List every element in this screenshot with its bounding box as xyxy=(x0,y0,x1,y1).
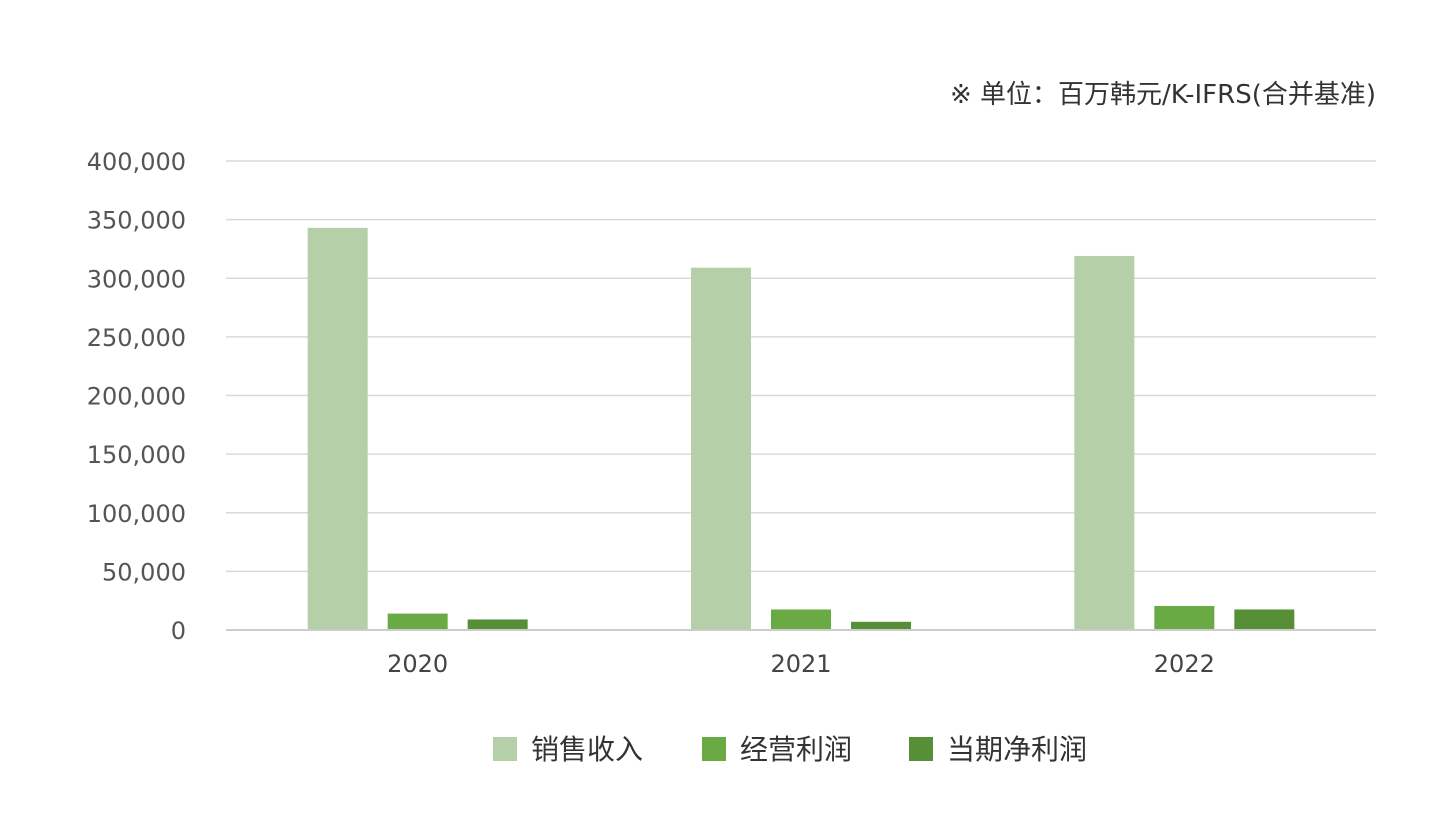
y-tick-label: 150,000 xyxy=(87,441,186,469)
legend-swatch xyxy=(493,737,517,761)
y-tick-label: 100,000 xyxy=(87,500,186,528)
y-tick-label: 50,000 xyxy=(102,558,186,586)
legend-label: 销售收入 xyxy=(531,733,643,766)
bar-2020-2 xyxy=(387,613,448,630)
bar-2020-3 xyxy=(467,619,528,630)
y-tick-label: 250,000 xyxy=(87,324,186,352)
legend-label: 经营利润 xyxy=(740,733,852,766)
y-tick-label: 300,000 xyxy=(87,265,186,293)
y-tick-label: 400,000 xyxy=(87,148,186,176)
y-tick-label: 350,000 xyxy=(87,207,186,235)
bar-2021-1 xyxy=(691,267,751,630)
y-axis-tick-labels: 0 50,000 100,000 150,000 200,000 250,000 300,0… xyxy=(87,148,186,645)
legend-swatch xyxy=(909,737,933,761)
bar-2020-1 xyxy=(307,227,368,630)
grid-lines xyxy=(226,160,1376,573)
x-tick-label: 2022 xyxy=(1154,650,1215,678)
bar-2022-1 xyxy=(1074,255,1135,630)
x-axis-tick-labels: 2020 2021 2022 xyxy=(387,650,1215,678)
legend: 销售收入 经营利润 当期净利润 xyxy=(493,733,1087,766)
bar-2022-3 xyxy=(1234,609,1295,630)
bar-2021-2 xyxy=(771,609,831,630)
legend-swatch xyxy=(702,737,726,761)
bar-2021-3 xyxy=(851,621,911,630)
bars xyxy=(307,227,1295,630)
x-tick-label: 2020 xyxy=(387,650,448,678)
y-tick-label: 0 xyxy=(171,617,186,645)
legend-label: 当期净利润 xyxy=(947,733,1087,766)
y-tick-label: 200,000 xyxy=(87,383,186,411)
unit-note: ※ 单位：百万韩元/K-IFRS(合并基准) xyxy=(950,80,1376,110)
bar-2022-2 xyxy=(1154,605,1215,630)
x-tick-label: 2021 xyxy=(770,650,831,678)
